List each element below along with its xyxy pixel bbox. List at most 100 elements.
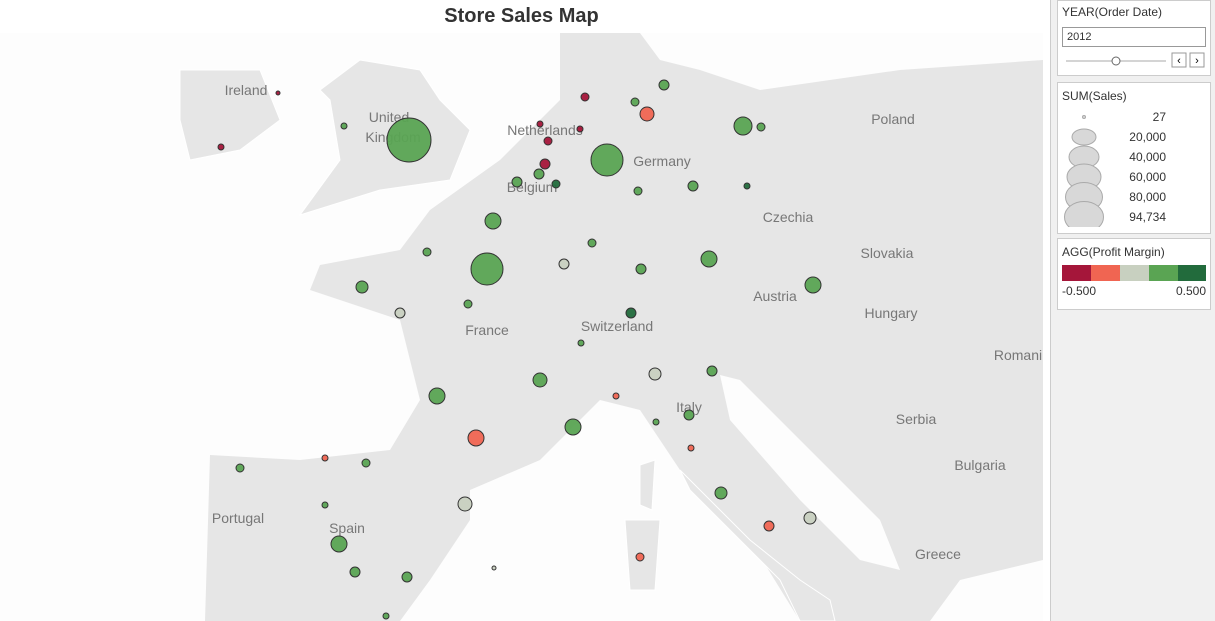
store-bubble [743, 182, 751, 190]
country-label: Greece [915, 546, 961, 562]
country-label: Austria [753, 288, 797, 304]
country-label: Italy [676, 399, 702, 415]
country-label: Czechia [763, 209, 814, 225]
store-bubble [235, 463, 245, 473]
store-bubble [217, 143, 225, 151]
store-bubble [340, 122, 348, 130]
size-legend: SUM(Sales) 27 20,000 40,000 60,000 80,000 94,… [1057, 82, 1211, 234]
store-bubble [491, 565, 497, 571]
store-bubble [630, 97, 640, 107]
store-bubble [683, 409, 695, 421]
country-label: Serbia [896, 411, 937, 427]
store-bubble [635, 552, 645, 562]
size-label: 80,000 [1129, 190, 1166, 204]
country-label: Romani [994, 347, 1042, 363]
store-bubble [428, 387, 446, 405]
store-bubble [467, 429, 485, 447]
store-bubble [355, 280, 369, 294]
store-bubble [484, 212, 502, 230]
store-bubble [577, 339, 585, 347]
store-bubble [803, 511, 817, 525]
country-label: Germany [633, 153, 691, 169]
store-bubble [576, 125, 584, 133]
store-bubble [321, 501, 329, 509]
year-input[interactable]: 2012 [1062, 27, 1206, 47]
store-bubble [539, 158, 551, 170]
store-bubble [386, 117, 432, 163]
country-label: Slovakia [861, 245, 914, 261]
country-label: Bulgaria [954, 457, 1006, 473]
store-bubble [457, 496, 473, 512]
filter-title: YEAR(Order Date) [1062, 5, 1163, 19]
store-bubble [700, 250, 718, 268]
store-bubble [633, 186, 643, 196]
store-bubble [470, 252, 504, 286]
store-bubble [564, 418, 582, 436]
store-bubble [639, 106, 655, 122]
size-label: 94,734 [1129, 210, 1166, 224]
year-slider[interactable]: ‹ › [1058, 51, 1208, 71]
store-bubble [321, 454, 329, 462]
store-bubble [511, 176, 523, 188]
size-label: 60,000 [1129, 170, 1166, 184]
store-bubble [804, 276, 822, 294]
store-bubble [558, 258, 570, 270]
store-bubble [587, 238, 597, 248]
store-bubble [275, 90, 281, 96]
store-bubble [612, 392, 620, 400]
store-bubble [648, 367, 662, 381]
store-bubble [533, 168, 545, 180]
store-bubble [635, 263, 647, 275]
country-label: Spain [329, 520, 365, 536]
size-swatch [1064, 201, 1104, 233]
legend-title: AGG(Profit Margin) [1062, 245, 1165, 259]
store-bubble [590, 143, 624, 177]
store-bubble [756, 122, 766, 132]
store-bubble [330, 535, 348, 553]
store-bubble [463, 299, 473, 309]
country-label: Poland [871, 111, 915, 127]
side-panel: YEAR(Order Date) 2012 ‹ › SUM(Sales) 27 2… [1050, 0, 1215, 621]
islands [179, 59, 836, 621]
store-bubble [401, 571, 413, 583]
legend-title: SUM(Sales) [1062, 89, 1127, 103]
store-bubble [394, 307, 406, 319]
size-swatch [1071, 128, 1097, 146]
size-label: 20,000 [1129, 130, 1166, 144]
country-label: Hungary [865, 305, 918, 321]
size-legend-items: 27 20,000 40,000 60,000 80,000 94,734 [1064, 110, 1167, 233]
store-bubble [349, 566, 361, 578]
svg-text:›: › [1195, 55, 1199, 67]
store-bubble [706, 365, 718, 377]
year-filter: YEAR(Order Date) 2012 ‹ › [1057, 0, 1211, 76]
size-label: 40,000 [1129, 150, 1166, 164]
min-label: -0.500 [1062, 284, 1097, 298]
store-bubble [763, 520, 775, 532]
map: IrelandUnitedKingdomNetherlandsGermanyPo… [0, 33, 1043, 621]
store-bubble [361, 458, 371, 468]
country-label: Switzerland [581, 318, 653, 334]
store-bubble [714, 486, 728, 500]
country-label: Portugal [212, 510, 264, 526]
color-legend: AGG(Profit Margin) -0.500 0.500 [1057, 238, 1211, 310]
store-bubble [580, 92, 590, 102]
store-bubble [652, 418, 660, 426]
color-ramp [1062, 265, 1206, 281]
country-label: Ireland [225, 82, 268, 98]
store-bubble [422, 247, 432, 257]
store-bubble [532, 372, 548, 388]
title: Store Sales Map [0, 0, 1043, 34]
store-bubble [536, 120, 544, 128]
svg-text:‹: ‹ [1177, 55, 1181, 67]
store-bubble [551, 179, 561, 189]
max-label: 0.500 [1175, 284, 1206, 298]
store-bubble [658, 79, 670, 91]
store-bubble [687, 180, 699, 192]
store-bubble [733, 116, 753, 136]
store-bubble [625, 307, 637, 319]
country-label: France [465, 322, 509, 338]
store-bubble [687, 444, 695, 452]
size-label: 27 [1153, 110, 1167, 124]
store-bubble [382, 612, 390, 620]
